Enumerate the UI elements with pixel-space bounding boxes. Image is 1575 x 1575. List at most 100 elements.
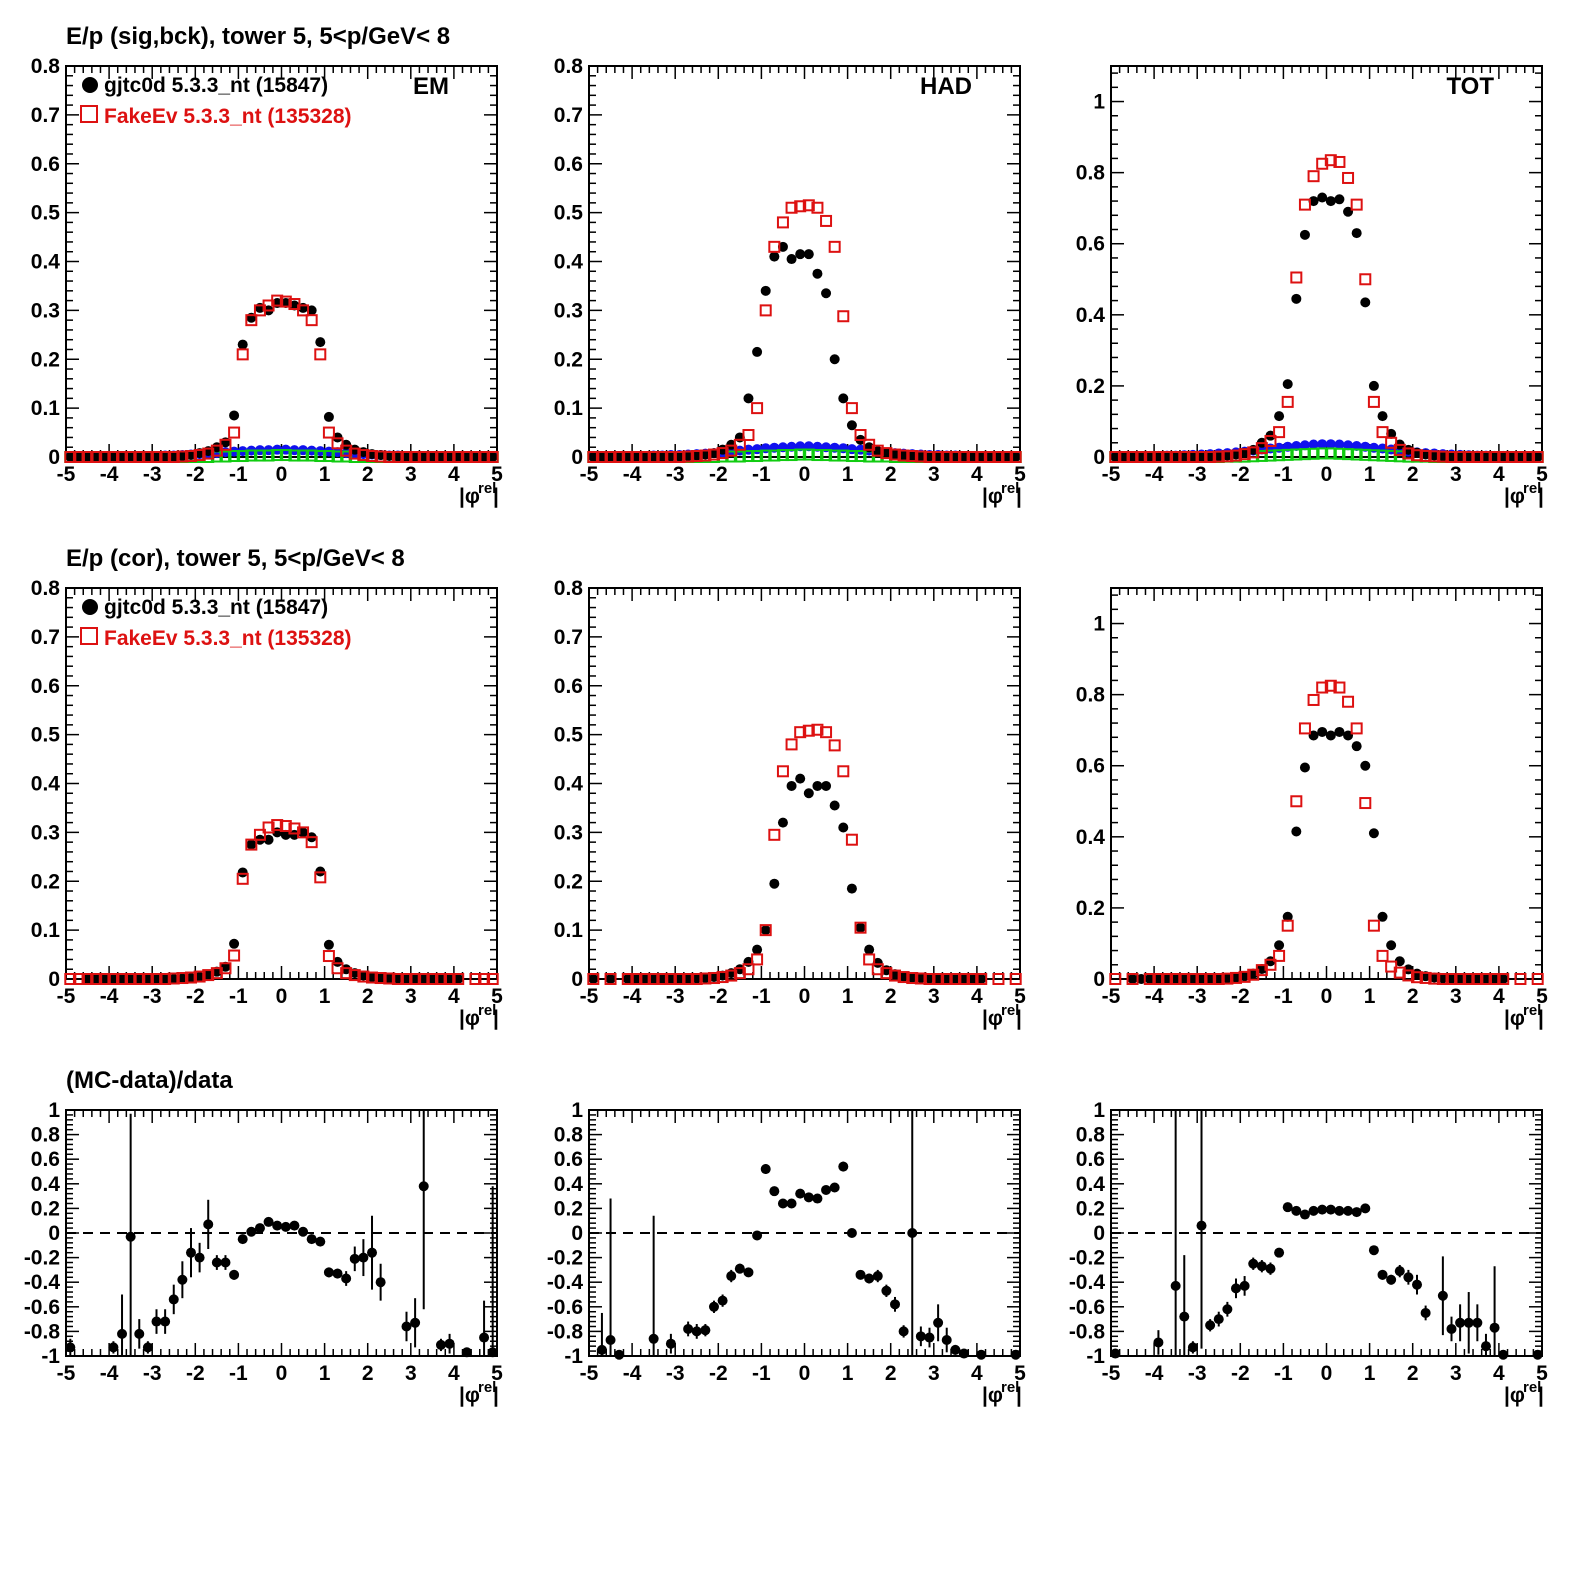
data-point (940, 973, 953, 985)
data-point (776, 765, 789, 778)
legend-mc-marker (80, 627, 98, 645)
data-point (443, 973, 456, 985)
y-tick-label: 0.1 (554, 919, 584, 942)
data-point (202, 447, 215, 460)
data-point (125, 1231, 136, 1242)
data-point (124, 451, 137, 463)
data-point (708, 448, 719, 459)
data-point (1290, 448, 1303, 461)
data-point (1009, 451, 1022, 463)
data-point (587, 451, 600, 463)
data-point (880, 967, 893, 980)
data-point (829, 1182, 840, 1193)
data-point (760, 1164, 771, 1175)
data-point (306, 305, 317, 316)
x-tick-label: 3 (928, 1362, 940, 1385)
y-tick-label: 0.6 (554, 675, 583, 698)
x-axis-label-sup: rel (1001, 1002, 1019, 1019)
data-point (588, 452, 599, 462)
data-point (1127, 974, 1138, 984)
data-point (890, 1299, 901, 1310)
x-tick-label: -5 (1102, 1362, 1121, 1385)
data-point (185, 1247, 196, 1258)
data-point (1109, 451, 1122, 463)
data-point (820, 449, 833, 462)
x-tick-label: -3 (1188, 1362, 1207, 1385)
y-tick-label: -0.6 (1069, 1296, 1105, 1319)
data-point (168, 452, 179, 462)
y-tick-label: -1 (564, 1345, 583, 1368)
data-point (614, 452, 625, 462)
data-point (1515, 452, 1526, 462)
data-point (1299, 762, 1310, 773)
data-point (855, 444, 866, 455)
data-point (1367, 449, 1380, 462)
data-point (72, 451, 85, 463)
data-point (1195, 973, 1208, 985)
y-tick-label: 0.7 (31, 626, 60, 649)
data-point (871, 444, 884, 457)
x-axis-label-bar: | (1538, 1007, 1544, 1030)
x-tick-label: -3 (1188, 463, 1207, 486)
data-point (297, 826, 310, 839)
data-point (400, 451, 413, 463)
data-point (1471, 973, 1484, 985)
data-point (769, 878, 780, 889)
data-point (1170, 974, 1181, 984)
data-point (950, 1344, 961, 1355)
data-point (845, 450, 858, 463)
data-point (665, 451, 676, 462)
data-point (460, 451, 473, 463)
data-point (374, 450, 387, 463)
data-point (846, 883, 857, 894)
data-point (1368, 1245, 1379, 1256)
data-point (621, 451, 634, 463)
data-point (1445, 973, 1458, 985)
data-point (828, 240, 841, 253)
data-point (1213, 1314, 1224, 1325)
y-tick-label: 0 (571, 1222, 583, 1245)
x-tick-label: 1 (842, 1362, 854, 1385)
x-tick-label: 4 (1493, 985, 1505, 1008)
data-point (177, 1274, 188, 1285)
x-tick-label: 2 (1407, 1362, 1419, 1385)
data-point (1316, 157, 1329, 170)
data-point (604, 973, 617, 985)
data-point (1186, 973, 1199, 985)
data-point (664, 973, 677, 985)
x-tick-label: 2 (362, 463, 374, 486)
x-tick-label: 0 (276, 985, 288, 1008)
x-tick-label: 2 (1407, 985, 1419, 1008)
data-point (1281, 448, 1294, 461)
x-tick-label: 3 (1450, 1362, 1462, 1385)
data-point (107, 451, 120, 463)
data-point (1143, 973, 1156, 985)
data-point (759, 304, 772, 317)
data-point (1274, 1247, 1285, 1258)
data-point (1161, 973, 1174, 985)
data-point (426, 973, 439, 985)
data-point (1342, 695, 1355, 708)
data-point (444, 974, 455, 984)
data-point (596, 1344, 607, 1355)
data-point (262, 821, 275, 834)
data-point (898, 450, 909, 461)
data-point (776, 216, 789, 229)
data-point (1196, 452, 1207, 462)
x-tick-label: 0 (1321, 985, 1333, 1008)
x-axis-label-sup: rel (1001, 1379, 1019, 1396)
data-point (1367, 395, 1380, 408)
data-point (358, 1252, 369, 1263)
x-tick-label: 4 (971, 985, 983, 1008)
data-point (1308, 196, 1319, 207)
data-point (1377, 411, 1388, 422)
chart-p22: -5 -4 -3 -2 -1 0 1 2 3 4 5-1-0.8-0.6-0.4-0.200.20.… (1069, 1099, 1548, 1407)
data-point (193, 970, 206, 983)
data-point (487, 452, 498, 462)
data-point (237, 1234, 248, 1245)
data-point (167, 451, 180, 463)
data-point (1143, 451, 1156, 463)
legend-data-marker (82, 77, 98, 93)
data-point (957, 973, 970, 985)
data-point (1299, 229, 1310, 240)
